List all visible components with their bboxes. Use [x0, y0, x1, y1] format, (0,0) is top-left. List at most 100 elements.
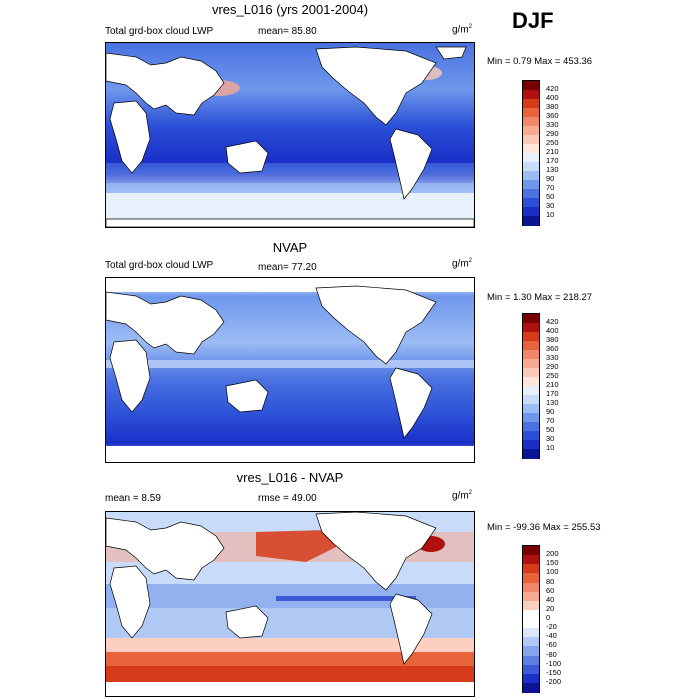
- colorbar-box: [523, 637, 539, 647]
- colorbar-box: [523, 368, 539, 378]
- panel3-map: [105, 511, 475, 697]
- colorbar-label: 130: [546, 398, 559, 407]
- colorbar-box: [523, 646, 539, 656]
- colorbar-box: [523, 90, 539, 100]
- panel3-mean-label: mean = 8.59: [105, 493, 161, 504]
- panel2-minmax: Min = 1.30 Max = 218.27: [487, 292, 593, 303]
- colorbar-label: 250: [546, 371, 559, 380]
- panel3-npacific-positive: [256, 530, 346, 562]
- colorbar-label: 400: [546, 326, 559, 335]
- colorbar-label: -60: [546, 640, 557, 650]
- colorbar-box: [523, 591, 539, 602]
- colorbar-label: 250: [546, 138, 559, 147]
- colorbar-box: [523, 628, 539, 638]
- colorbar-box: [523, 377, 539, 387]
- colorbar-box: [523, 422, 539, 432]
- panel1-south-america: [389, 128, 433, 200]
- panel1-variable-label: Total grd-box cloud LWP: [105, 26, 214, 37]
- colorbar-box: [523, 314, 539, 324]
- colorbar-box: [523, 162, 539, 172]
- season-label: DJF: [512, 8, 554, 33]
- colorbar-box: [523, 359, 539, 369]
- colorbar-box: [523, 564, 539, 574]
- colorbar-label: 290: [546, 362, 559, 371]
- panel1-map-svg: [106, 43, 474, 227]
- colorbar-box: [523, 664, 539, 675]
- panel3-colorbar: [522, 545, 540, 693]
- colorbar-box: [523, 207, 539, 217]
- colorbar-label: -150: [546, 667, 562, 677]
- colorbar-label: 10: [546, 210, 555, 219]
- panel1-eurasia: [106, 52, 225, 116]
- colorbar-label: 100: [546, 567, 559, 577]
- colorbar-label: 70: [546, 183, 555, 192]
- colorbar-label: 0: [546, 613, 551, 622]
- panel2-australia: [225, 379, 269, 413]
- colorbar-box: [523, 323, 539, 333]
- colorbar-label: -20: [546, 622, 557, 632]
- colorbar-label: 50: [546, 192, 555, 201]
- colorbar-label: -40: [546, 631, 557, 641]
- colorbar-label: -80: [546, 649, 557, 659]
- colorbar-box: [523, 108, 539, 118]
- panel1-colorbar-labels: 420 400 380 360 330 290 250 210 170 130 90 70 50 30 10: [546, 80, 576, 226]
- colorbar-label: 90: [546, 174, 555, 183]
- colorbar-label: 360: [546, 344, 559, 353]
- colorbar-box: [523, 153, 539, 163]
- panel1-north-america: [315, 46, 437, 126]
- colorbar-box: [523, 171, 539, 181]
- colorbar-box: [523, 673, 539, 684]
- colorbar-label: 130: [546, 165, 559, 174]
- colorbar-label: 30: [546, 201, 555, 210]
- panel3-map-svg: [106, 512, 474, 696]
- panel3-south-america: [389, 593, 433, 665]
- colorbar-label: -100: [546, 658, 562, 668]
- colorbar-label: 60: [546, 585, 555, 595]
- colorbar-label: 50: [546, 425, 555, 434]
- panel3-africa: [109, 565, 151, 639]
- colorbar-box: [523, 404, 539, 414]
- panel1-title: vres_L016 (yrs 2001-2004): [211, 2, 369, 17]
- panel2-title: NVAP: [272, 240, 308, 255]
- colorbar-box: [523, 395, 539, 405]
- colorbar-box: [523, 619, 539, 629]
- panel2-variable-label: Total grd-box cloud LWP: [105, 260, 214, 271]
- colorbar-box: [523, 350, 539, 360]
- colorbar-box: [523, 582, 539, 593]
- colorbar-box: [523, 332, 539, 342]
- panel3-minmax: Min = -99.36 Max = 255.53: [487, 522, 601, 533]
- panel2-africa: [109, 339, 151, 413]
- panel1-greenland: [435, 46, 467, 60]
- colorbar-label: 80: [546, 576, 555, 586]
- colorbar-box: [523, 431, 539, 441]
- panel2-map-svg: [106, 278, 474, 462]
- colorbar-label: 330: [546, 120, 559, 129]
- colorbar-box: [523, 341, 539, 351]
- panel2-eurasia: [106, 291, 225, 355]
- panel2-colorbar: [522, 313, 540, 459]
- colorbar-box: [523, 609, 539, 620]
- colorbar-box: [523, 386, 539, 396]
- colorbar-label: 420: [546, 317, 559, 326]
- panel2-north-america: [315, 285, 437, 365]
- panel3-colorbar-labels: 200 150 100 80 60 40 20 0 -20 -40 -60 -80 -100 -150 -2…: [546, 545, 576, 693]
- colorbar-label: 10: [546, 443, 555, 452]
- colorbar-label: 40: [546, 594, 555, 604]
- panel3-north-america: [315, 512, 437, 591]
- colorbar-box: [523, 135, 539, 145]
- colorbar-label: 70: [546, 416, 555, 425]
- colorbar-box: [523, 99, 539, 109]
- colorbar-label: 380: [546, 102, 559, 111]
- panel2-units: g/m2: [452, 258, 473, 270]
- colorbar-label: 30: [546, 434, 555, 443]
- colorbar-box: [523, 440, 539, 450]
- panel1-colorbar: [522, 80, 540, 226]
- panel3-australia: [225, 605, 269, 639]
- panel1-africa: [109, 100, 151, 174]
- colorbar-label: 380: [546, 335, 559, 344]
- colorbar-label: 170: [546, 389, 559, 398]
- colorbar-label: 20: [546, 603, 555, 613]
- colorbar-box: [523, 198, 539, 208]
- colorbar-box: [523, 546, 539, 556]
- panel3-title: vres_L016 - NVAP: [236, 470, 344, 485]
